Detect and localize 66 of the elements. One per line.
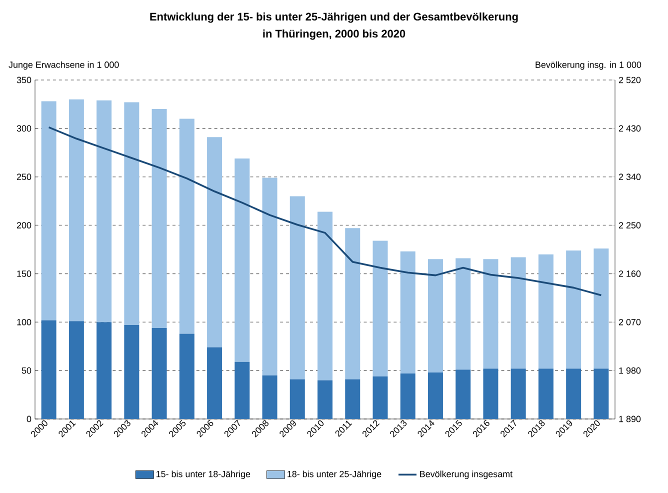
bar xyxy=(124,325,140,419)
bar xyxy=(372,376,388,419)
chart-subtitle: in Thüringen, 2000 bis 2020 xyxy=(263,30,406,40)
y-axis-title: Junge Erwachsene in 1 000 xyxy=(8,61,119,70)
bar xyxy=(234,362,250,419)
bar xyxy=(41,101,56,320)
bar xyxy=(262,178,278,376)
legend-label: Bevölkerung insgesamt xyxy=(420,470,512,479)
bar xyxy=(290,196,305,380)
bar xyxy=(179,334,194,419)
bar xyxy=(124,102,140,326)
chart-title: Entwicklung der 15- bis unter 25-Jährigen und der Gesamtbevölkerung xyxy=(150,12,518,23)
bar xyxy=(96,322,112,419)
bar xyxy=(538,254,554,369)
bar xyxy=(41,320,56,419)
bar xyxy=(152,328,167,419)
bar xyxy=(594,248,609,369)
y-tick-label: 300 xyxy=(16,125,32,132)
bar xyxy=(400,251,416,374)
y2-tick-label: 1 980 xyxy=(619,367,641,374)
bar xyxy=(262,375,278,419)
bar xyxy=(152,109,167,328)
y2-tick-label: 2 250 xyxy=(618,222,641,228)
bar xyxy=(400,373,416,419)
y-tick-label: 0 xyxy=(26,416,32,422)
bar xyxy=(96,100,112,322)
bar xyxy=(594,368,609,419)
bar xyxy=(428,372,443,419)
bar xyxy=(510,368,526,419)
bar xyxy=(428,259,443,372)
y-tick-label: 250 xyxy=(16,174,32,180)
y2-tick-label: 2 520 xyxy=(618,76,641,84)
bar xyxy=(510,257,526,369)
y2-tick-label: 2 070 xyxy=(618,318,641,326)
bar xyxy=(207,347,222,419)
line-series xyxy=(48,126,602,296)
y2-axis-title: Bevölkerung insg. in 1 000 xyxy=(536,61,642,70)
bar xyxy=(456,258,471,370)
bar xyxy=(483,259,498,369)
bar xyxy=(566,250,582,369)
bar xyxy=(68,321,84,419)
legend-label: 15- bis unter 18-Jährige xyxy=(156,470,250,479)
bar xyxy=(566,368,582,419)
bar xyxy=(318,380,333,419)
bar xyxy=(345,379,360,419)
bar xyxy=(456,370,471,419)
y-tick-label: 350 xyxy=(16,76,32,84)
bar xyxy=(207,137,222,348)
bar xyxy=(68,99,84,322)
bar xyxy=(290,379,305,419)
bar xyxy=(538,368,554,419)
y-tick-label: 100 xyxy=(17,318,32,326)
bar xyxy=(179,118,194,334)
legend-label: 18- bis unter 25-Jährige xyxy=(288,470,382,479)
y2-tick-label: 2 340 xyxy=(618,174,641,180)
bar xyxy=(345,228,360,380)
bar xyxy=(372,240,388,376)
y2-tick-label: 2 430 xyxy=(618,125,641,132)
bar xyxy=(483,368,498,419)
y-tick-label: 200 xyxy=(16,222,32,228)
bar xyxy=(234,158,250,362)
y-tick-label: 150 xyxy=(17,270,32,277)
y2-tick-label: 2 160 xyxy=(618,270,641,277)
bar xyxy=(318,212,333,380)
y2-tick-label: 1 890 xyxy=(619,416,641,422)
y-tick-label: 50 xyxy=(22,367,32,374)
